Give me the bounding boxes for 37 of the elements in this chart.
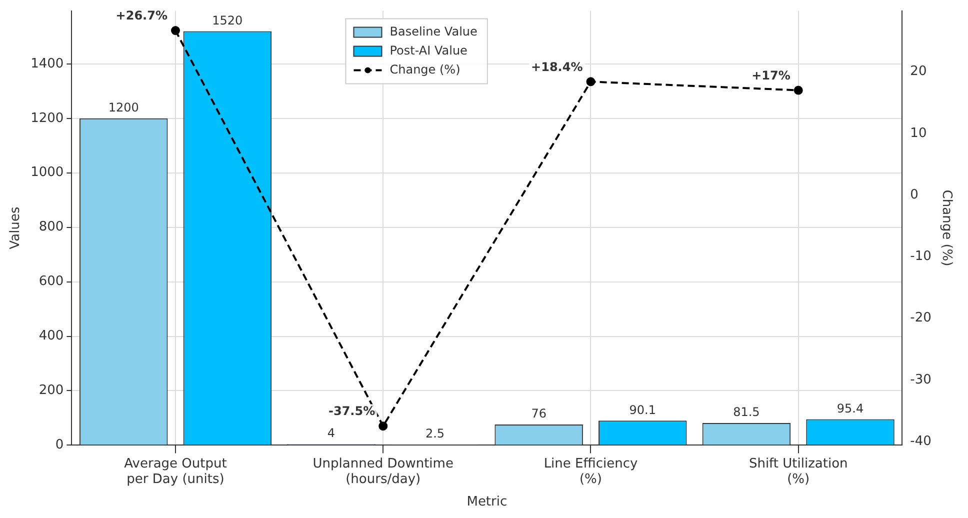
- legend-label: Change (%): [390, 62, 460, 76]
- y2-tick-label: -40: [910, 434, 932, 449]
- y-axis-title: Values: [8, 206, 24, 250]
- data-label: +17%: [752, 68, 790, 82]
- y-tick-label: 1200: [30, 110, 64, 126]
- y2-tick-label: -30: [910, 372, 932, 388]
- data-label: 1520: [212, 13, 243, 28]
- data-label: 2.5: [425, 426, 445, 441]
- x-tick-label: Shift Utilization (%): [748, 456, 848, 487]
- y2-tick-label: 0: [910, 187, 918, 202]
- x-tick-label: Average Output per Day (units): [124, 456, 227, 487]
- data-label: 76: [531, 406, 546, 421]
- y2-axis-title: Change (%): [938, 190, 954, 266]
- y-tick-label: 400: [38, 328, 64, 344]
- x-tick-label: Unplanned Downtime (hours/day): [312, 456, 454, 487]
- y-tick-label: 800: [38, 220, 64, 235]
- data-label: -37.5%: [328, 404, 376, 418]
- legend-label: Baseline Value: [390, 24, 478, 38]
- x-tick-label: Line Efficiency (%): [544, 456, 638, 487]
- data-label: 95.4: [836, 401, 864, 416]
- data-label: +18.4%: [531, 60, 583, 74]
- data-label: 1200: [108, 100, 139, 115]
- data-label: 90.1: [629, 402, 656, 417]
- y2-tick-label: 20: [910, 64, 927, 80]
- data-label: +26.7%: [116, 8, 168, 23]
- y-tick-label: 0: [55, 438, 64, 453]
- y2-tick-label: -20: [910, 310, 932, 326]
- y-tick-label: 1000: [30, 165, 64, 180]
- y-tick-label: 1400: [30, 56, 64, 72]
- y-tick-label: 600: [38, 274, 64, 290]
- y2-tick-label: -10: [910, 249, 932, 264]
- x-axis-title: Metric: [466, 494, 508, 510]
- data-label: 4: [327, 426, 336, 440]
- data-label: 81.5: [733, 405, 760, 420]
- y-tick-label: 200: [38, 383, 64, 398]
- legend-label: Post-AI Value: [390, 43, 468, 58]
- y2-tick-label: 10: [910, 126, 927, 141]
